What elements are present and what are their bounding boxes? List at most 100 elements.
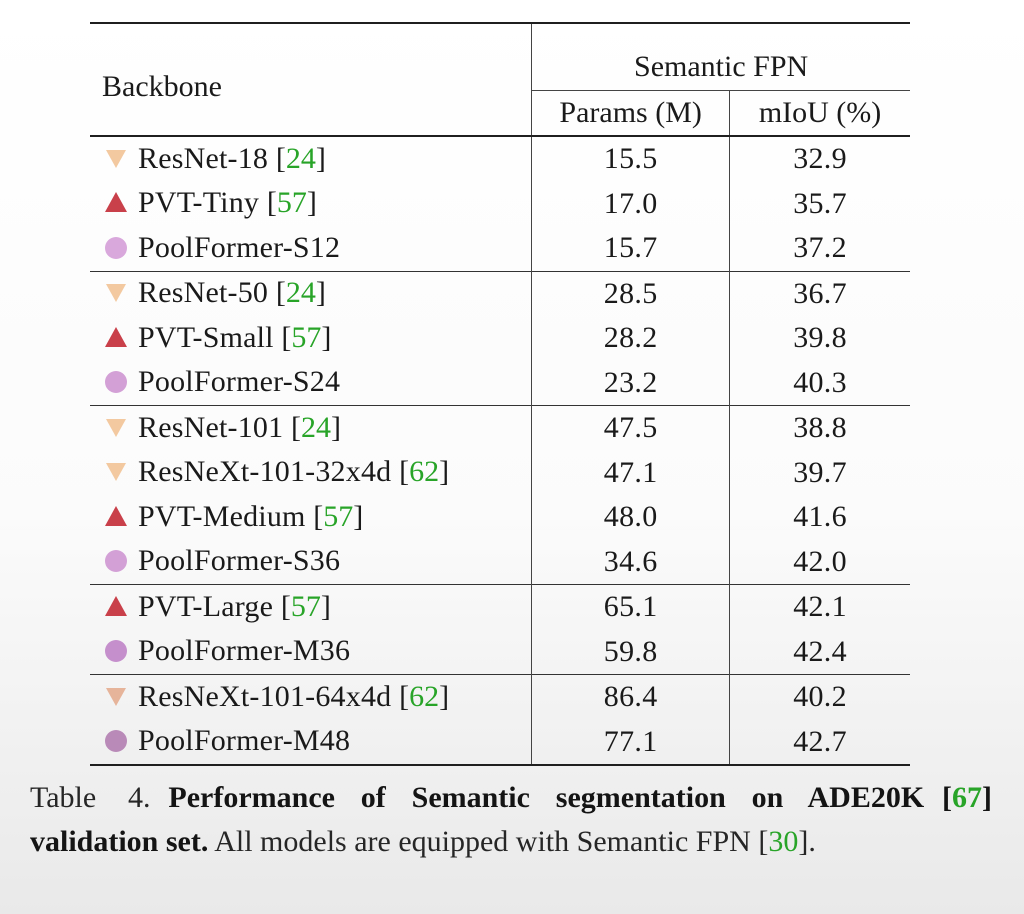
params-cell: 77.1 bbox=[531, 719, 730, 765]
table-row: PVT-Tiny [57] 17.0 35.7 bbox=[90, 181, 910, 227]
backbone-cell: ResNeXt-101-64x4d [62] bbox=[90, 675, 532, 720]
model-name: ResNet-50 bbox=[138, 276, 276, 310]
backbone-cell: PVT-Tiny [57] bbox=[90, 182, 532, 227]
model-name: PVT-Large bbox=[138, 589, 281, 623]
backbone-cell: ResNet-101 [24] bbox=[90, 406, 532, 451]
circle-icon bbox=[102, 233, 130, 261]
caption-bold-title: Performance of Semantic segmentation on … bbox=[168, 781, 925, 814]
backbone-cell: ResNet-50 [24] bbox=[90, 271, 532, 316]
backbone-column-header: Backbone bbox=[102, 69, 222, 103]
miou-cell: 42.4 bbox=[729, 629, 910, 675]
miou-cell: 35.7 bbox=[729, 181, 910, 226]
model-name: ResNeXt-101-32x4d bbox=[138, 455, 400, 489]
table-row: PVT-Small [57] 28.2 39.8 bbox=[90, 316, 910, 361]
params-cell: 15.5 bbox=[531, 136, 730, 182]
params-cell: 28.2 bbox=[531, 316, 730, 361]
miou-cell: 38.8 bbox=[729, 405, 910, 451]
table-row: PoolFormer-M48 77.1 42.7 bbox=[90, 719, 910, 766]
caption-end-punct: . bbox=[808, 825, 816, 858]
params-cell: 23.2 bbox=[531, 360, 730, 406]
params-cell: 65.1 bbox=[531, 584, 730, 630]
table-row: ResNeXt-101-64x4d [62] 86.4 40.2 bbox=[90, 674, 910, 720]
model-name: PoolFormer-S24 bbox=[138, 365, 341, 399]
model-name: PVT-Tiny bbox=[138, 186, 267, 220]
citation-link[interactable]: 62 bbox=[409, 679, 440, 713]
miou-column-header: mIoU (%) bbox=[729, 90, 910, 136]
params-cell: 17.0 bbox=[531, 181, 730, 226]
table-row: PoolFormer-S12 15.7 37.2 bbox=[90, 226, 910, 271]
citation-link[interactable]: 57 bbox=[323, 499, 354, 533]
model-name: PoolFormer-M36 bbox=[138, 634, 351, 668]
backbone-cell: ResNet-18 [24] bbox=[90, 136, 532, 182]
citation-link[interactable]: 24 bbox=[301, 410, 332, 444]
table-caption: Table 4. Performance of Semantic segment… bbox=[30, 781, 993, 858]
table-row: ResNet-101 [24] 47.5 38.8 bbox=[90, 405, 910, 451]
model-name: PoolFormer-S12 bbox=[138, 230, 341, 264]
table-row: PoolFormer-S24 23.2 40.3 bbox=[90, 360, 910, 406]
model-name: PoolFormer-S36 bbox=[138, 544, 341, 578]
table-row: ResNet-50 [24] 28.5 36.7 bbox=[90, 271, 910, 316]
caption-citation-1[interactable]: 67 bbox=[952, 781, 983, 814]
model-name: ResNeXt-101-64x4d bbox=[138, 679, 400, 713]
citation-link[interactable]: 57 bbox=[291, 320, 322, 354]
table-body: ResNet-18 [24] 15.5 32.9 PVT-Tiny [57] 17.0 3… bbox=[90, 136, 910, 765]
backbone-cell: PVT-Large [57] bbox=[90, 585, 532, 630]
semantic-fpn-group-header: Semantic FPN bbox=[531, 23, 910, 91]
table-row: ResNet-18 [24] 15.5 32.9 bbox=[90, 136, 910, 182]
miou-cell: 42.0 bbox=[729, 539, 910, 585]
results-table: Backbone Semantic FPN Params (M) mIoU (%… bbox=[90, 22, 910, 766]
backbone-cell: PoolFormer-S24 bbox=[90, 361, 532, 406]
miou-cell: 41.6 bbox=[729, 495, 910, 540]
triangle-up-icon bbox=[102, 592, 130, 620]
triangle-down-icon bbox=[102, 144, 130, 172]
backbone-cell: PoolFormer-M36 bbox=[90, 630, 532, 675]
params-cell: 34.6 bbox=[531, 539, 730, 585]
miou-cell: 42.1 bbox=[729, 584, 910, 630]
results-table-container: Backbone Semantic FPN Params (M) mIoU (%… bbox=[90, 22, 910, 766]
triangle-down-icon bbox=[102, 413, 130, 441]
backbone-cell: ResNeXt-101-32x4d [62] bbox=[90, 451, 532, 496]
backbone-cell: PoolFormer-M48 bbox=[90, 720, 532, 766]
params-cell: 59.8 bbox=[531, 629, 730, 675]
citation-link[interactable]: 62 bbox=[409, 455, 440, 489]
triangle-down-icon bbox=[102, 457, 130, 485]
circle-icon bbox=[102, 726, 130, 754]
backbone-cell: PVT-Medium [57] bbox=[90, 495, 532, 540]
triangle-up-icon bbox=[102, 323, 130, 351]
miou-cell: 32.9 bbox=[729, 136, 910, 182]
backbone-cell: PVT-Small [57] bbox=[90, 316, 532, 361]
circle-icon bbox=[102, 367, 130, 395]
table-row: PVT-Large [57] 65.1 42.1 bbox=[90, 584, 910, 630]
caption-citation-2[interactable]: 30 bbox=[768, 825, 799, 858]
citation-link[interactable]: 57 bbox=[290, 589, 321, 623]
caption-body-text: All models are equipped with Semantic FP… bbox=[214, 825, 751, 858]
table-header-row-1: Backbone Semantic FPN bbox=[90, 23, 910, 101]
citation-link[interactable]: 24 bbox=[285, 141, 316, 175]
model-name: PVT-Small bbox=[138, 320, 282, 354]
citation-link[interactable]: 57 bbox=[276, 186, 307, 220]
caption-label: Table 4. bbox=[30, 781, 151, 814]
model-name: PVT-Medium bbox=[138, 499, 314, 533]
circle-icon bbox=[102, 546, 130, 574]
table-row: PoolFormer-M36 59.8 42.4 bbox=[90, 629, 910, 675]
triangle-down-icon bbox=[102, 278, 130, 306]
table-header-row-2: Params (M) mIoU (%) bbox=[90, 90, 910, 136]
model-name: ResNet-18 bbox=[138, 141, 276, 175]
miou-cell: 37.2 bbox=[729, 226, 910, 271]
backbone-cell: PoolFormer-S36 bbox=[90, 540, 532, 585]
params-cell: 15.7 bbox=[531, 226, 730, 271]
citation-link[interactable]: 24 bbox=[285, 276, 316, 310]
miou-cell: 40.3 bbox=[729, 360, 910, 406]
params-cell: 48.0 bbox=[531, 495, 730, 540]
circle-icon bbox=[102, 636, 130, 664]
backbone-cell: PoolFormer-S12 bbox=[90, 226, 532, 271]
triangle-up-icon bbox=[102, 502, 130, 530]
table-row: ResNeXt-101-32x4d [62] 47.1 39.7 bbox=[90, 450, 910, 496]
table-row: PVT-Medium [57] 48.0 41.6 bbox=[90, 495, 910, 540]
model-name: ResNet-101 bbox=[138, 410, 292, 444]
triangle-down-icon bbox=[102, 682, 130, 710]
caption-bold-subtitle: validation set. bbox=[30, 825, 209, 858]
params-cell: 47.1 bbox=[531, 450, 730, 495]
params-cell: 28.5 bbox=[531, 271, 730, 316]
